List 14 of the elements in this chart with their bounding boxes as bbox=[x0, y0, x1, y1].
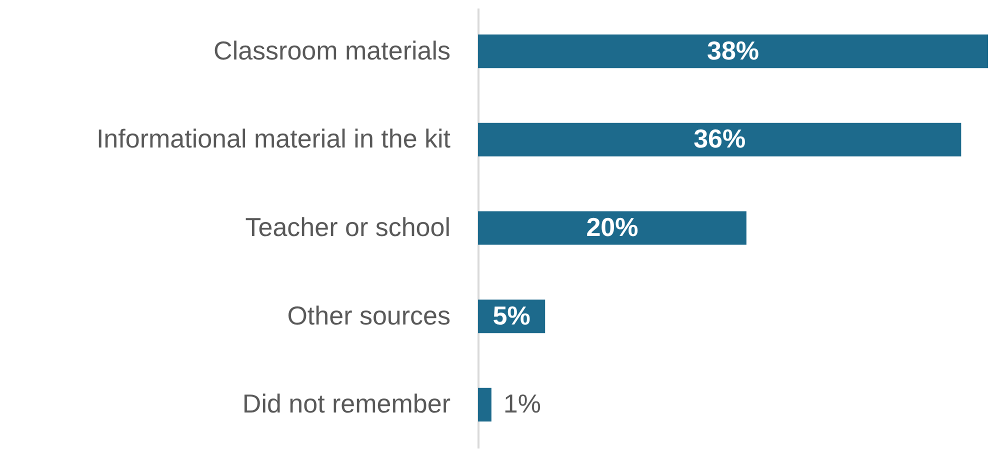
data-label: 36% bbox=[694, 124, 746, 154]
bar bbox=[478, 211, 746, 245]
y-tick-label: Classroom materials bbox=[214, 35, 450, 66]
data-label: 20% bbox=[586, 212, 638, 242]
y-tick-label: Informational material in the kit bbox=[96, 124, 452, 154]
bar bbox=[478, 388, 492, 422]
bar bbox=[478, 122, 962, 156]
bar bbox=[478, 34, 988, 68]
data-label: 1% bbox=[503, 388, 541, 419]
data-label: 38% bbox=[706, 35, 760, 66]
data-label: 5% bbox=[492, 300, 530, 330]
y-tick-label: Other sources bbox=[287, 300, 450, 330]
y-tick-label: Teacher or school bbox=[245, 212, 450, 242]
y-tick-label: Did not remember bbox=[242, 388, 451, 419]
